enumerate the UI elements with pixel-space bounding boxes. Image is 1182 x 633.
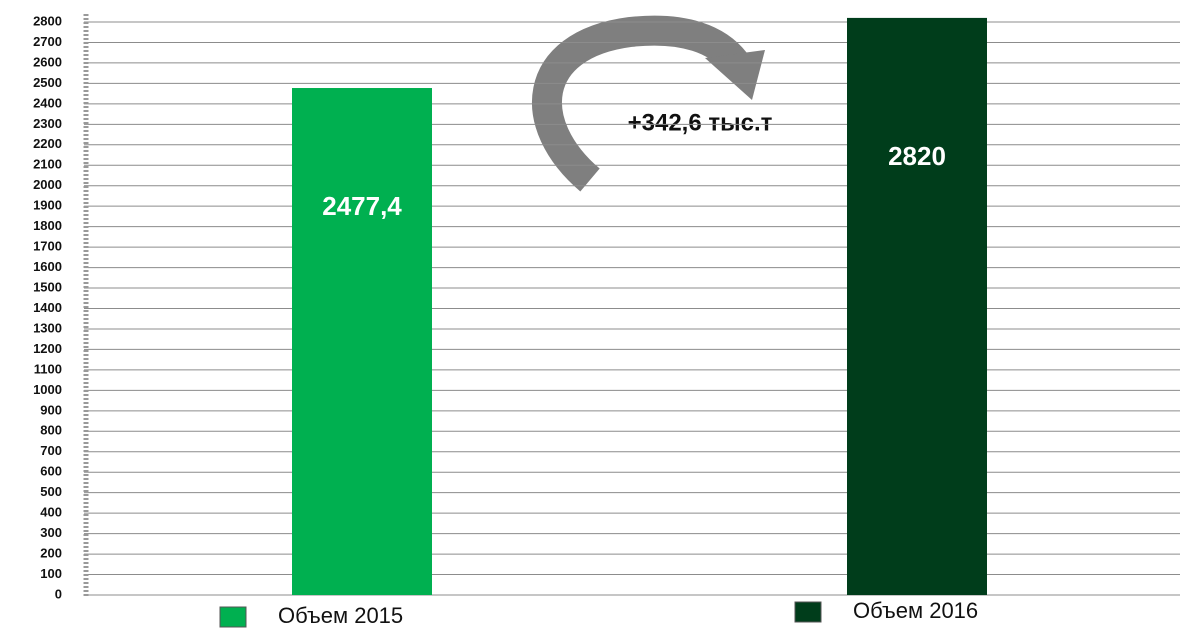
data-label: 2820 [888,141,946,171]
y-tick-label: 2400 [33,95,62,110]
legend-label: Объем 2016 [853,598,978,623]
y-tick-label: 2300 [33,116,62,131]
y-tick-label: 900 [40,402,62,417]
y-tick-label: 200 [40,546,62,561]
data-label: 2477,4 [322,191,402,221]
y-tick-label: 600 [40,464,62,479]
y-tick-label: 100 [40,566,62,581]
y-tick-label: 0 [55,586,62,601]
y-tick-label: 1000 [33,382,62,397]
y-tick-label: 1400 [33,300,62,315]
y-tick-label: 400 [40,505,62,520]
y-tick-label: 700 [40,443,62,458]
y-tick-label: 1100 [34,361,62,376]
y-tick-label: 1200 [33,341,62,356]
y-tick-label: 1700 [33,239,62,254]
y-tick-label: 2500 [33,75,62,90]
arrow-head [705,50,765,100]
y-tick-label: 2000 [33,177,62,192]
y-tick-label: 1500 [33,279,62,294]
y-tick-label: 2200 [33,136,62,151]
y-tick-label: 2600 [33,54,62,69]
y-tick-label: 1900 [33,198,62,213]
legend-swatch [794,601,822,623]
y-tick-label: 300 [40,525,62,540]
y-tick-label: 2700 [33,34,62,49]
bar [292,88,432,595]
y-tick-label: 1600 [33,259,62,274]
bar [847,17,987,595]
legend-label: Объем 2015 [278,603,403,628]
y-tick-label: 2100 [33,157,62,172]
y-tick-label: 2800 [33,13,62,28]
arrow [532,15,747,192]
y-tick-label: 1800 [33,218,62,233]
y-tick-label: 800 [40,423,62,438]
y-tick-label: 500 [40,484,62,499]
y-tick-label: 1300 [33,320,62,335]
annotation: +342,6 тыс.т [628,109,773,136]
legend-swatch [219,606,247,628]
